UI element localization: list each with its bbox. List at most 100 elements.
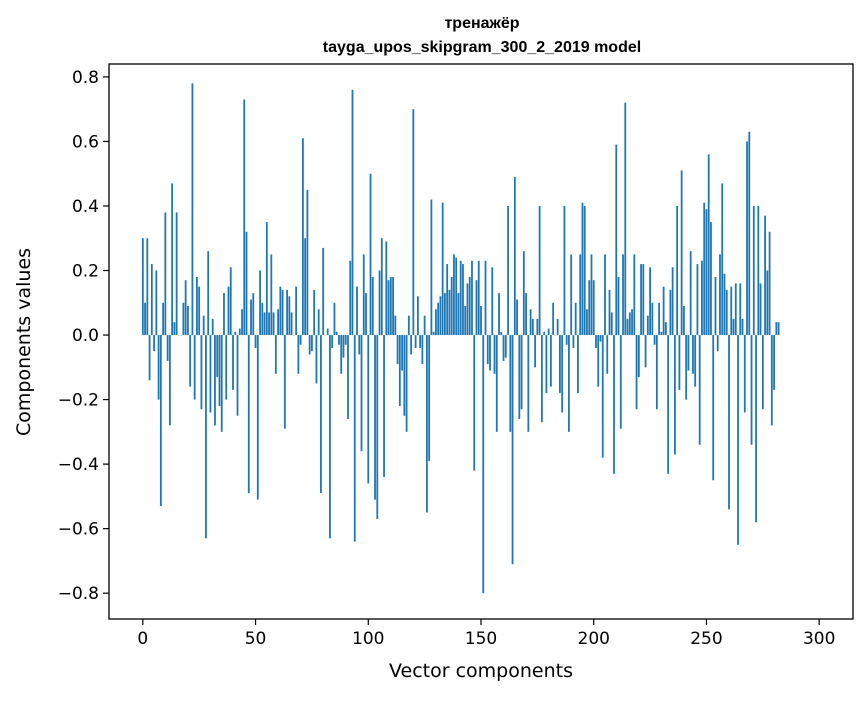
bar	[482, 335, 484, 593]
bar	[694, 335, 696, 387]
bar	[320, 335, 322, 493]
bar	[399, 335, 401, 406]
bar	[717, 335, 719, 351]
bar	[744, 335, 746, 412]
bar	[270, 254, 272, 335]
bar	[647, 316, 649, 335]
y-tick-label: −0.4	[58, 455, 99, 475]
bar	[446, 264, 448, 335]
bar	[753, 206, 755, 335]
x-tick-label: 150	[465, 629, 497, 649]
bar	[586, 309, 588, 335]
bar	[261, 303, 263, 335]
bar	[266, 222, 268, 335]
bar	[243, 99, 245, 335]
bar	[437, 303, 439, 335]
bar	[690, 251, 692, 335]
bar	[588, 280, 590, 335]
bar	[593, 280, 595, 335]
bar	[354, 335, 356, 542]
bar	[467, 283, 469, 335]
bar	[309, 335, 311, 354]
bar	[361, 335, 363, 451]
bar	[230, 267, 232, 335]
bar	[595, 335, 597, 348]
bar	[176, 212, 178, 335]
bar	[338, 335, 340, 345]
bar	[557, 319, 559, 335]
bar	[234, 332, 236, 335]
bar	[618, 277, 620, 335]
bar	[363, 254, 365, 335]
bar	[453, 254, 455, 335]
bar	[158, 335, 160, 400]
bar	[724, 274, 726, 335]
x-tick-label: 100	[352, 629, 384, 649]
y-tick-label: −0.8	[58, 584, 99, 604]
bar	[151, 264, 153, 335]
bar	[512, 335, 514, 564]
bar	[331, 335, 333, 348]
bar	[185, 280, 187, 335]
bar	[449, 290, 451, 335]
bar	[600, 335, 602, 341]
bar	[579, 254, 581, 335]
bar	[160, 335, 162, 506]
bar	[685, 335, 687, 400]
bar	[464, 306, 466, 335]
bar	[212, 319, 214, 335]
bar	[561, 335, 563, 412]
bar	[773, 335, 775, 390]
bar	[216, 335, 218, 377]
bar	[658, 303, 660, 335]
x-axis-label: Vector components	[389, 660, 573, 682]
bar	[742, 319, 744, 335]
bar	[219, 335, 221, 406]
bar	[451, 277, 453, 335]
bar	[428, 335, 430, 461]
bar	[656, 335, 658, 409]
bar	[334, 303, 336, 335]
bar	[494, 335, 496, 374]
bar	[273, 312, 275, 335]
bar	[288, 296, 290, 335]
bar	[485, 261, 487, 335]
bar	[379, 271, 381, 336]
bar	[507, 206, 509, 335]
bar	[349, 261, 351, 335]
bar	[421, 335, 423, 364]
bar	[496, 335, 498, 432]
bar	[633, 254, 635, 335]
bar	[532, 319, 534, 335]
bar	[509, 335, 511, 432]
bar	[681, 170, 683, 335]
bar	[460, 261, 462, 335]
bar	[638, 335, 640, 377]
bar	[645, 335, 647, 367]
bar	[225, 335, 227, 400]
bar	[778, 322, 780, 335]
bar	[397, 335, 399, 364]
bar	[286, 290, 288, 335]
bar	[327, 329, 329, 335]
bar	[146, 238, 148, 335]
x-tick-label: 250	[690, 629, 722, 649]
bar	[660, 332, 662, 335]
bar	[250, 300, 252, 335]
bar	[189, 335, 191, 387]
bar	[534, 335, 536, 367]
bar	[417, 296, 419, 335]
bar	[550, 335, 552, 387]
bar	[766, 271, 768, 336]
bar	[322, 248, 324, 335]
bar	[676, 206, 678, 335]
bar	[297, 335, 299, 374]
bar	[491, 267, 493, 335]
bar	[406, 335, 408, 432]
bar	[431, 200, 433, 336]
bar	[318, 309, 320, 335]
bar	[701, 261, 703, 335]
bar	[246, 232, 248, 335]
bar	[728, 335, 730, 509]
